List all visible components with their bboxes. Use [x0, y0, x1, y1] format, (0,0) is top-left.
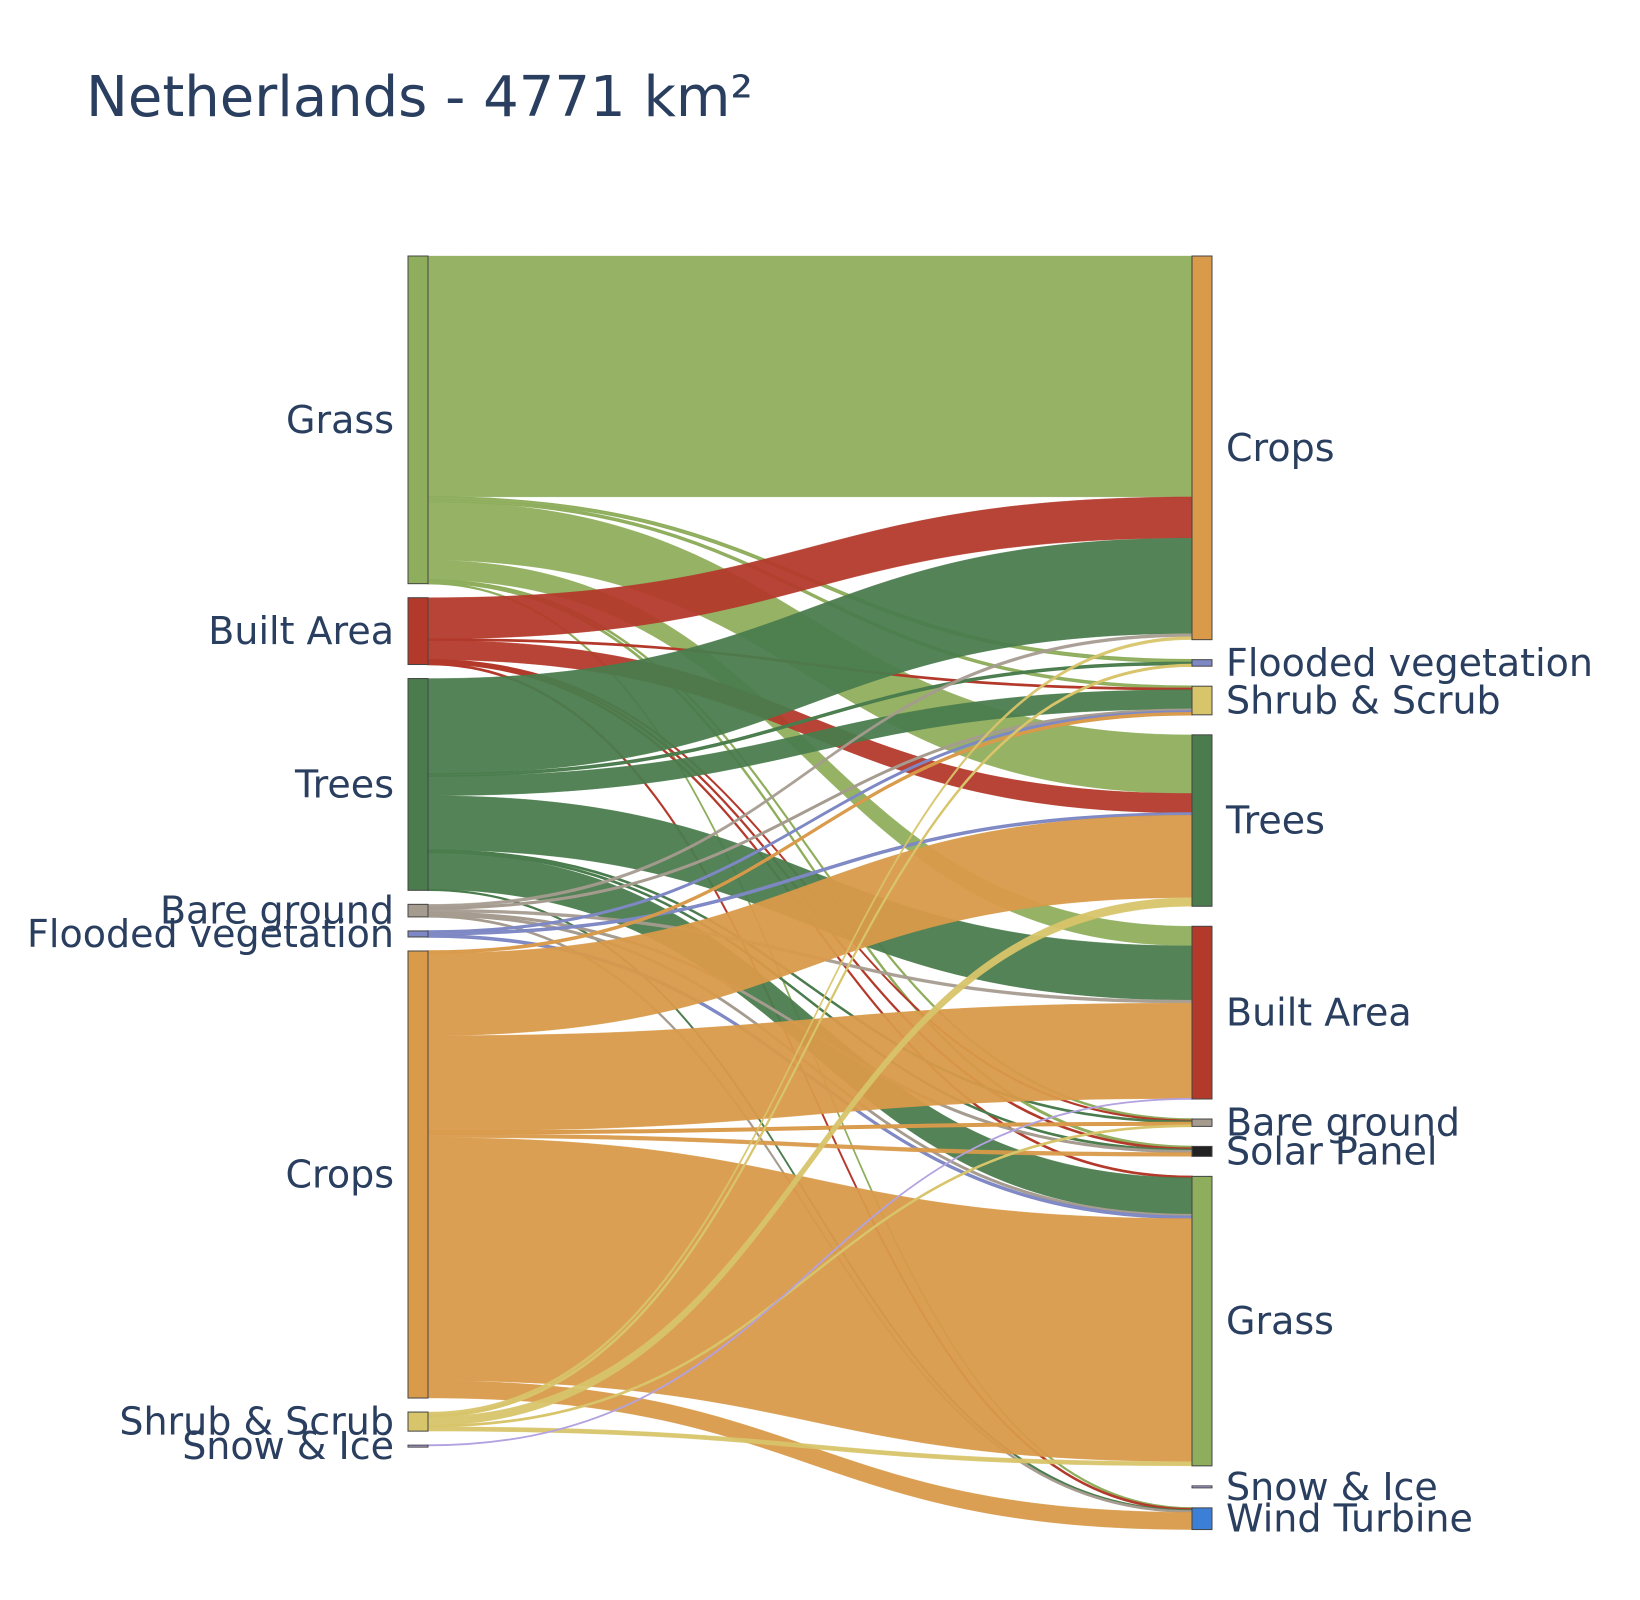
- source-label-flooded-vegetation: Flooded vegetation: [27, 912, 394, 956]
- target-label-built-area: Built Area: [1226, 991, 1412, 1035]
- target-node-built-area: [1191, 925, 1213, 1100]
- source-node-trees: [407, 678, 429, 891]
- target-label-grass: Grass: [1226, 1299, 1334, 1343]
- target-node-solar-panel: [1191, 1145, 1213, 1157]
- target-node-wind-turbine: [1191, 1507, 1213, 1531]
- target-node-grass: [1191, 1175, 1213, 1467]
- target-label-flooded-vegetation: Flooded vegetation: [1226, 641, 1593, 685]
- target-label-crops: Crops: [1226, 426, 1335, 470]
- source-label-snow-ice: Snow & Ice: [182, 1424, 394, 1468]
- source-node-bare-ground: [407, 903, 429, 918]
- target-node-trees: [1191, 734, 1213, 907]
- target-label-wind-turbine: Wind Turbine: [1226, 1497, 1473, 1541]
- target-node-shrub-scrub: [1191, 685, 1213, 716]
- target-node-flooded-vegetation: [1191, 659, 1213, 667]
- source-label-trees: Trees: [294, 762, 394, 806]
- node-layer: [407, 255, 1213, 1531]
- source-label-built-area: Built Area: [208, 609, 394, 653]
- source-node-built-area: [407, 597, 429, 666]
- target-label-shrub-scrub: Shrub & Scrub: [1226, 679, 1501, 723]
- source-label-shrub-scrub: Shrub & Scrub: [119, 1400, 394, 1444]
- source-node-crops: [407, 950, 429, 1399]
- target-label-solar-panel: Solar Panel: [1226, 1129, 1437, 1173]
- source-node-flooded-vegetation: [407, 930, 429, 938]
- link-layer: [427, 255, 1193, 1530]
- source-node-shrub-scrub: [407, 1411, 429, 1432]
- source-label-crops: Crops: [286, 1153, 395, 1197]
- target-node-bare-ground: [1191, 1118, 1213, 1127]
- target-label-trees: Trees: [1225, 799, 1325, 843]
- source-label-bare-ground: Bare ground: [160, 889, 394, 933]
- target-label-snow-ice: Snow & Ice: [1226, 1465, 1438, 1509]
- link-grass-to-crops: [427, 255, 1193, 498]
- target-label-bare-ground: Bare ground: [1226, 1101, 1460, 1145]
- target-node-snow-ice: [1191, 1485, 1213, 1489]
- source-node-grass: [407, 255, 429, 585]
- chart-title: Netherlands - 4771 km²: [86, 65, 753, 130]
- source-node-snow-ice: [407, 1444, 429, 1448]
- source-label-grass: Grass: [286, 398, 394, 442]
- target-node-crops: [1191, 255, 1213, 641]
